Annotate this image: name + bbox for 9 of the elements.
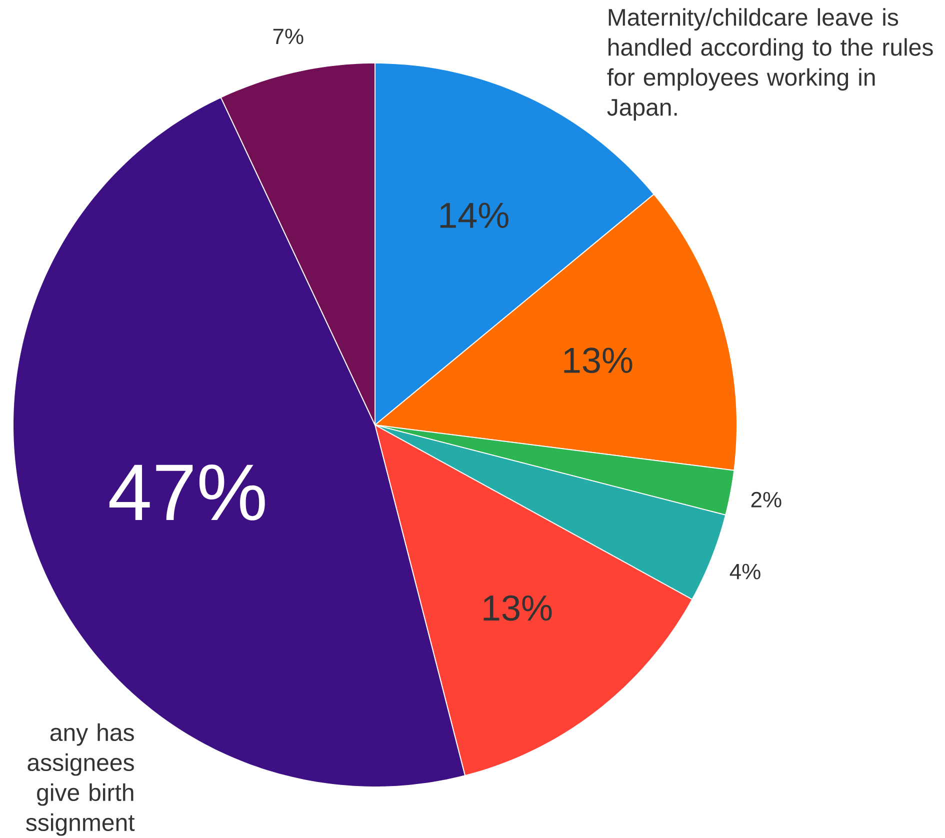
data-label: 2% xyxy=(751,492,782,508)
data-label: 13% xyxy=(484,595,552,621)
data-label: 47% xyxy=(109,464,265,520)
slice-label: any has assignees give birth ssignment xyxy=(26,723,135,836)
data-label: 14% xyxy=(440,202,508,228)
data-label: 7% xyxy=(273,28,304,44)
data-label: 4% xyxy=(730,564,760,580)
data-label: 13% xyxy=(564,348,632,374)
slice-label: Maternity/childcare leave is handled according to the rules for employees working in Japan. xyxy=(607,8,933,121)
